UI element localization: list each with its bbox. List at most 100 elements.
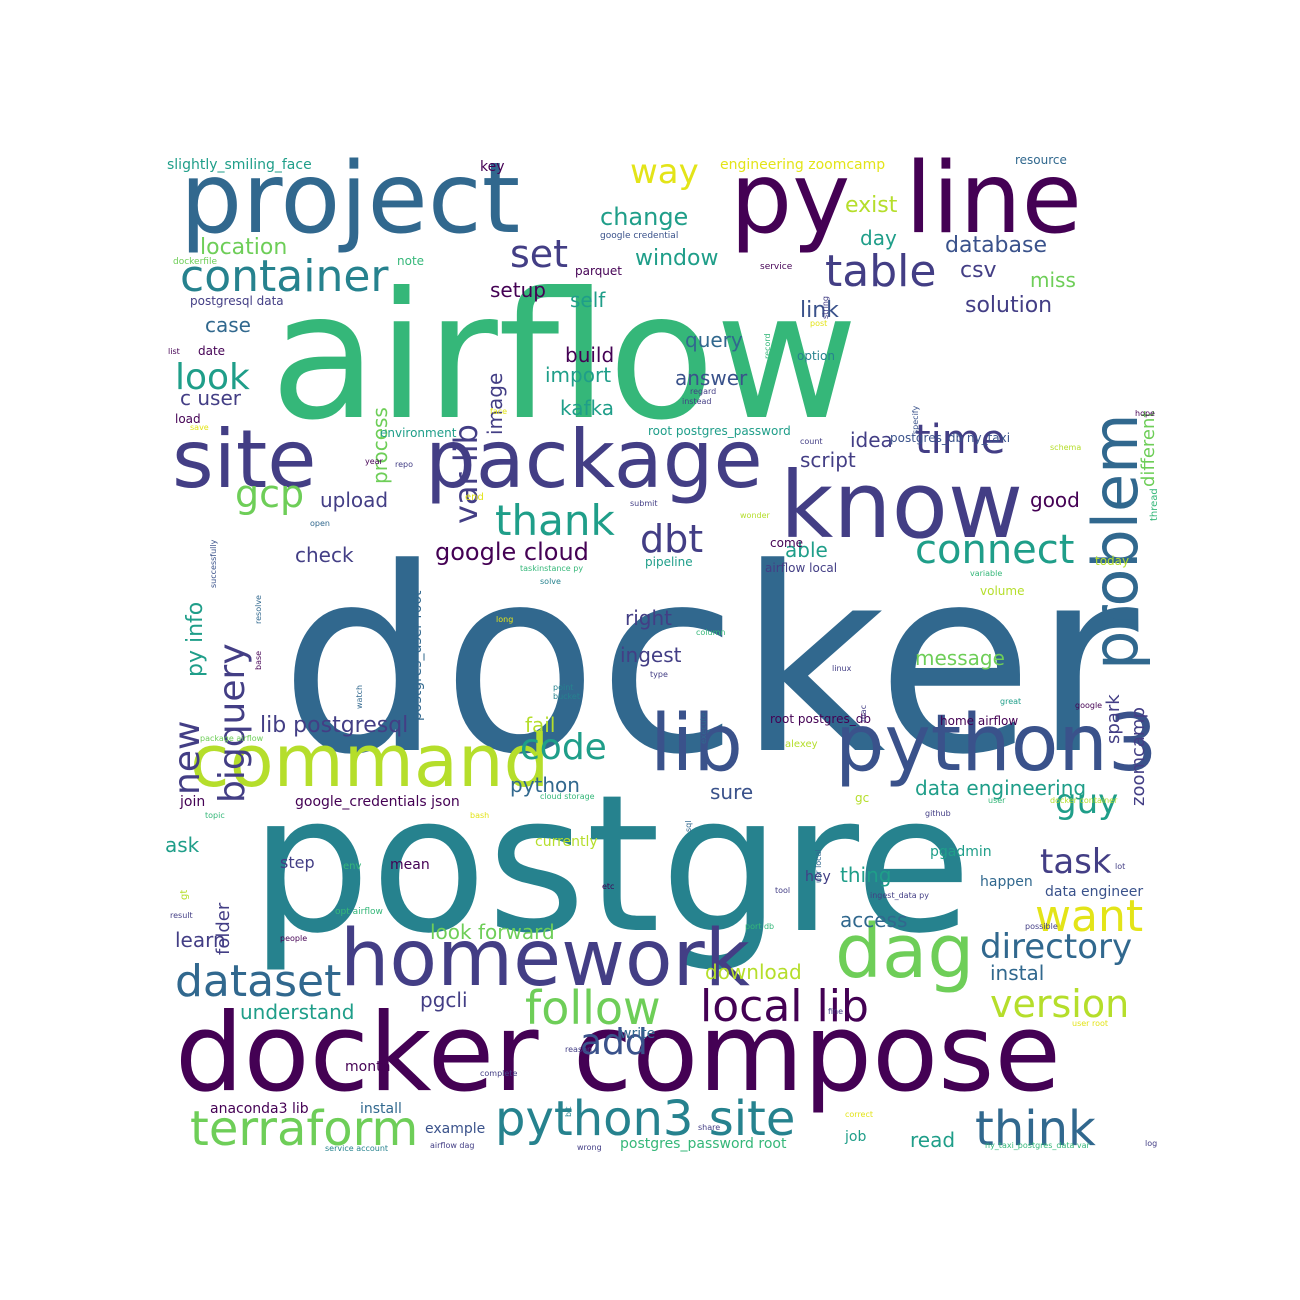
word-look: look [175, 357, 250, 398]
word-day: day [860, 226, 897, 250]
word-hey: hey [805, 869, 831, 885]
word-access: access [840, 908, 908, 932]
word-task: task [1040, 842, 1112, 882]
word-list: list [168, 347, 180, 356]
word-count: count [800, 437, 823, 446]
word-site: site [172, 413, 317, 506]
word-airflow-dag: airflow dag [430, 1141, 475, 1150]
word-today: today [1095, 554, 1130, 568]
word-possible: possible [1025, 922, 1058, 931]
word-package: package [425, 413, 763, 506]
word-want: want [1035, 891, 1144, 942]
word-py-info: py info [183, 602, 208, 678]
word-script: script [800, 448, 856, 472]
word-airflow-local: airflow local [765, 561, 838, 575]
word-postgresql-data: postgresql data [190, 294, 284, 308]
word-usr-local: usr local [814, 849, 823, 884]
word-record: record [763, 333, 772, 359]
word-base: base [254, 650, 263, 670]
word-postgre: postgre [250, 754, 972, 975]
word-instead: instead [682, 397, 712, 406]
word-gt: gt [179, 889, 190, 900]
word-etc: etc [602, 882, 615, 891]
word-answer: answer [675, 366, 748, 390]
word-bash: bash [470, 811, 490, 820]
word-guy: guy [1055, 782, 1119, 822]
word-load: load [175, 412, 201, 426]
word-docker: docker [280, 514, 1139, 811]
word-different: different [1138, 410, 1159, 488]
word-set: set [510, 232, 569, 276]
word-message: message [915, 646, 1005, 670]
word-log: log [1145, 1139, 1158, 1148]
word-change: change [600, 203, 689, 231]
word-bigquery: bigquery [212, 643, 253, 803]
word-successfully: successfully [209, 539, 218, 588]
word-lot: lot [1115, 862, 1126, 871]
word-case: case [205, 313, 251, 337]
word-install: install [360, 1101, 402, 1117]
word-key: key [480, 159, 505, 175]
word-right: right [625, 606, 672, 630]
word-c-user: c user [180, 386, 241, 410]
word-docker-container: docker container [1050, 796, 1118, 805]
word-taskinstance-py: taskinstance py [520, 564, 584, 573]
word-great: great [1000, 697, 1022, 706]
word-type: type [650, 670, 668, 679]
word-version: version [990, 982, 1130, 1026]
word-root-postgres-password: root postgres_password [648, 424, 791, 438]
word-cloud-area: docker airflow postgre docker compose packag… [160, 140, 1170, 1160]
word-alexey: alexey [785, 739, 818, 750]
word-execute: execute [699, 711, 708, 744]
word-ingest-data-py: ingest_data py [870, 891, 929, 900]
word-database: database [945, 233, 1047, 258]
word-dbt: dbt [640, 517, 704, 561]
word-google-cloud: google cloud [435, 538, 589, 566]
word-end: end [465, 492, 484, 503]
word-linux: linux [832, 664, 852, 673]
word-cloud-storage: cloud storage [540, 792, 595, 801]
word-reason: reason [565, 1045, 593, 1054]
word-link: link [800, 298, 839, 323]
word-specify: specify [911, 405, 920, 434]
word-wrong: wrong [577, 1143, 602, 1152]
word-postgres-password-root: postgres_password root [620, 1136, 787, 1152]
word-upload: upload [320, 488, 389, 512]
word-location: location [200, 235, 288, 260]
word-port-db: port db [745, 922, 775, 931]
word-py: py [730, 142, 851, 256]
word-opt-airflow: opt airflow [335, 907, 383, 917]
word-result: result [170, 911, 193, 920]
word-github: github [925, 809, 951, 818]
word-google: google [1075, 701, 1103, 710]
word-command: command [190, 719, 550, 803]
word-dag: dag [835, 909, 975, 995]
word-regard: regard [690, 387, 717, 396]
word-currently: currently [535, 834, 598, 850]
word-gc: gc [855, 791, 870, 805]
word-variable: variable [970, 569, 1003, 578]
word-post: post [810, 319, 828, 328]
word-lib-postgresql: lib postgresql [260, 713, 409, 738]
word-write: write [620, 1026, 656, 1042]
word-volume: volume [980, 584, 1025, 598]
word-import: import [545, 363, 612, 387]
word-hope: hope [1135, 409, 1155, 418]
word-env: env [343, 861, 362, 872]
word-window: window [635, 246, 719, 271]
word-lib: lib [650, 699, 743, 789]
word-dockerfile: dockerfile [173, 257, 218, 267]
word-understand: understand [240, 1000, 355, 1024]
word-note: note [397, 254, 425, 268]
word-follow: follow [525, 981, 661, 1035]
word-able: able [785, 538, 828, 562]
word-complete: complete [480, 1069, 518, 1078]
word-job: job [845, 1129, 867, 1145]
word-ask: ask [165, 833, 200, 857]
word-build: build [565, 343, 615, 367]
word-dataset: dataset [175, 956, 342, 1007]
word-bit: bit [564, 1106, 573, 1117]
word-way: way [630, 152, 699, 192]
word-postgres-user-root: postgres_user root [409, 590, 425, 722]
